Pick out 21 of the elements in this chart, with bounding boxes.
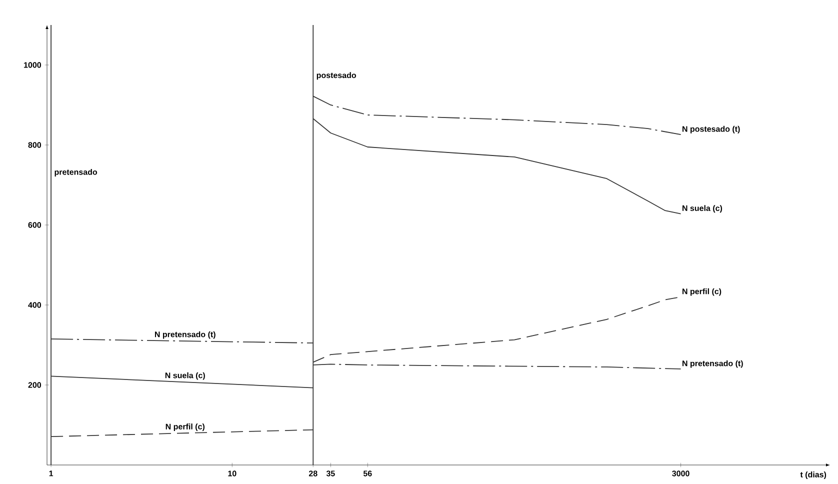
x-axis-title: t (dias) — [800, 472, 826, 479]
series-label: N perfil (c) — [166, 424, 204, 431]
ref-line-label: postesado — [316, 72, 356, 80]
series-label: N postesado (t) — [682, 126, 740, 134]
x-tick-label: 35 — [326, 470, 335, 476]
y-tick-label: 200 — [28, 382, 42, 388]
x-tick-label: 56 — [363, 470, 372, 476]
x-tick-label: 10 — [228, 470, 236, 476]
y-tick-label: 1000 — [24, 62, 42, 68]
x-tick-label: 3000 — [672, 470, 690, 476]
series-label: N pretensado (t) — [682, 360, 743, 368]
y-tick-label: 600 — [28, 222, 42, 228]
x-tick-label: 28 — [308, 470, 318, 476]
y-tick-label: 800 — [28, 142, 42, 148]
ref-line-label: pretensado — [54, 168, 98, 176]
series-label: N suela (c) — [682, 205, 722, 213]
series-label: N perfil (c) — [682, 288, 722, 296]
x-tick-label: 1 — [49, 470, 54, 476]
series-label: N pretensado (t) — [154, 331, 216, 339]
series-label: N suela (c) — [165, 372, 205, 380]
y-tick-label: 400 — [28, 302, 42, 308]
